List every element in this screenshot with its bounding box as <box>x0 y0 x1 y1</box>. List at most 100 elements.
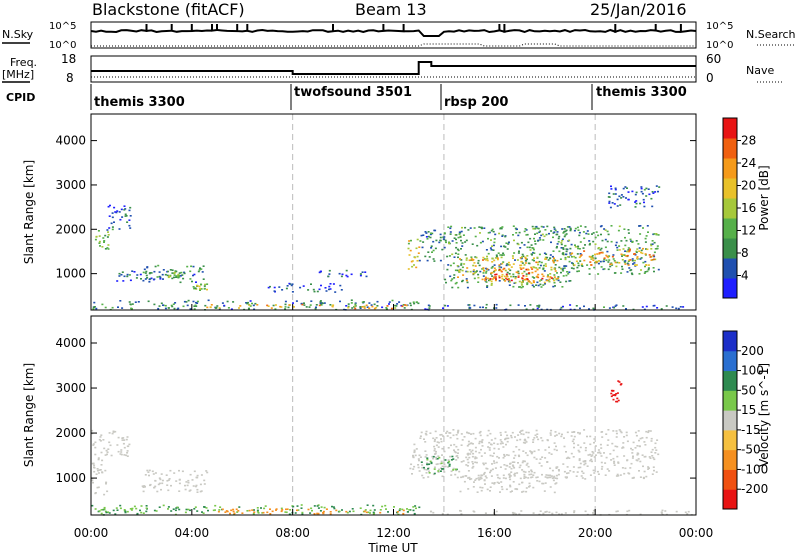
data-cell <box>448 241 450 244</box>
data-cell <box>573 442 575 445</box>
data-cell <box>536 256 539 259</box>
data-cell <box>469 453 472 455</box>
data-cell <box>145 274 148 277</box>
data-cell <box>603 228 606 230</box>
data-cell <box>113 206 116 209</box>
data-cell <box>533 456 536 459</box>
data-cell <box>373 512 376 515</box>
data-cell <box>560 513 563 515</box>
data-cell <box>502 474 505 477</box>
data-cell <box>196 474 199 477</box>
data-cell <box>288 282 291 285</box>
data-cell <box>468 259 471 262</box>
data-cell <box>490 267 493 269</box>
data-cell <box>446 268 449 271</box>
data-cell <box>446 255 449 258</box>
data-cell <box>329 511 332 513</box>
data-cell <box>651 473 654 475</box>
data-cell <box>158 482 161 485</box>
data-cell <box>507 437 510 440</box>
data-cell <box>452 469 455 471</box>
data-cell <box>434 430 437 433</box>
y-tick-label: 1000 <box>55 471 86 485</box>
data-cell <box>191 479 194 481</box>
data-cell <box>489 432 492 435</box>
data-cell <box>424 432 427 435</box>
data-cell <box>431 232 434 235</box>
data-cell <box>508 476 511 479</box>
data-cell <box>552 232 555 234</box>
data-cell <box>120 208 123 211</box>
data-cell <box>650 248 653 250</box>
data-cell <box>517 270 520 273</box>
data-cell <box>317 507 320 509</box>
data-cell <box>473 481 475 483</box>
data-cell <box>642 198 645 201</box>
data-cell <box>641 192 644 195</box>
data-cell <box>186 265 189 268</box>
cpid-segment-label: themis 3300 <box>596 85 687 100</box>
y-tick-label: 4000 <box>55 134 86 148</box>
data-cell <box>472 272 475 275</box>
data-cell <box>475 477 478 480</box>
data-cell <box>561 268 564 271</box>
data-cell <box>577 466 580 469</box>
data-cell <box>381 505 384 508</box>
data-cell <box>462 460 465 462</box>
data-cell <box>251 302 253 305</box>
data-cell <box>565 457 568 460</box>
data-cell <box>338 510 341 513</box>
data-cell <box>551 255 554 258</box>
data-cell <box>572 438 575 441</box>
data-cell <box>444 239 447 242</box>
data-cell <box>256 510 259 513</box>
data-cell <box>455 246 458 249</box>
data-cell <box>567 472 570 474</box>
data-cell <box>206 306 209 309</box>
data-cell <box>520 286 523 289</box>
data-cell <box>568 457 571 459</box>
data-cell <box>125 454 128 457</box>
data-cell <box>256 509 259 512</box>
data-cell <box>310 507 313 510</box>
data-cell <box>350 302 353 304</box>
data-cell <box>485 303 488 306</box>
data-cell <box>199 289 201 291</box>
data-cell <box>510 275 512 278</box>
data-cell <box>647 264 650 266</box>
data-cell <box>177 307 180 310</box>
data-cell <box>491 228 494 231</box>
data-cell <box>520 510 523 512</box>
data-cell <box>158 275 161 278</box>
data-cell <box>278 286 281 288</box>
data-cell <box>644 254 647 256</box>
data-cell <box>196 491 199 493</box>
data-cell <box>176 276 179 278</box>
data-cell <box>491 278 494 280</box>
data-cell <box>443 232 446 234</box>
data-cell <box>462 234 465 236</box>
data-cell <box>100 512 103 515</box>
data-cell <box>645 187 648 190</box>
data-cell <box>588 243 591 246</box>
data-cell <box>447 226 450 228</box>
data-cell <box>320 506 323 508</box>
data-cell <box>601 239 604 242</box>
data-cell <box>548 446 550 449</box>
data-cell <box>536 436 538 438</box>
data-cell <box>473 277 476 280</box>
data-cell <box>643 272 646 274</box>
data-cell <box>605 456 608 459</box>
data-cell <box>587 454 590 456</box>
data-cell <box>202 278 205 280</box>
data-cell <box>554 477 557 479</box>
data-cell <box>523 264 526 266</box>
data-cell <box>512 465 515 468</box>
data-cell <box>538 260 541 263</box>
data-cell <box>266 511 269 514</box>
data-cell <box>114 211 117 213</box>
data-cell <box>614 305 617 307</box>
data-cell <box>496 257 499 259</box>
data-cell <box>495 255 498 258</box>
data-cell <box>638 470 640 472</box>
